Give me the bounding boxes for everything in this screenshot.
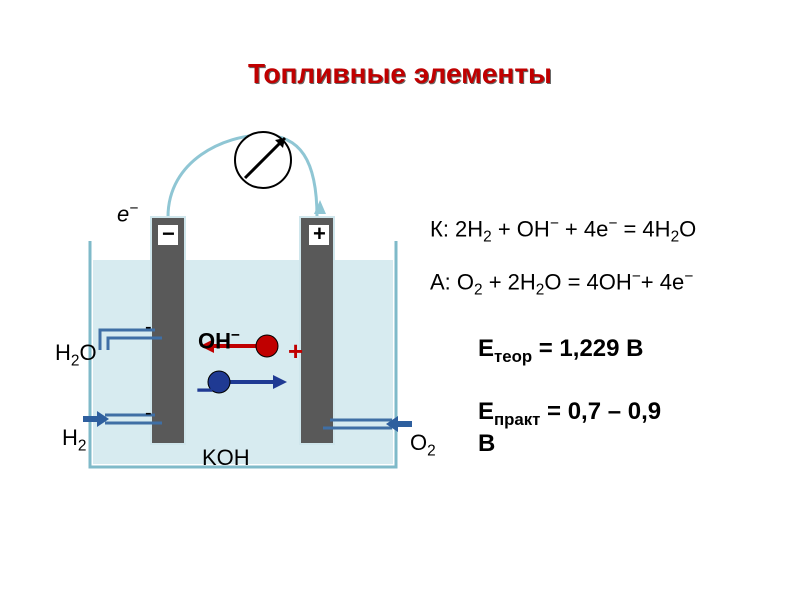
water-out-label: H2O	[55, 340, 97, 370]
electrolyte-liquid	[93, 260, 393, 464]
fuel-cell-diagram: − + + − - -	[0, 0, 800, 600]
electrode-left	[151, 217, 185, 444]
cathode-equation: К: 2H2 + OH− + 4e− = 4H2O	[430, 215, 696, 247]
e-theo-value: = 1,229 В	[532, 335, 643, 362]
electrode-left-sign: −	[162, 221, 175, 246]
e-theoretical: Етеор = 1,229 В	[478, 335, 644, 367]
electron-label: e−	[117, 200, 138, 227]
e-practical-unit: В	[478, 430, 495, 458]
electrolyte-label: KOH	[202, 445, 250, 471]
e-prac-value: = 0,7 – 0,9	[540, 398, 661, 425]
hydrogen-in-label: H2	[62, 425, 86, 455]
port-mark-2: -	[145, 402, 152, 424]
cation-icon	[256, 335, 278, 357]
cathode-prefix: К:	[430, 216, 455, 241]
cation-sign: +	[288, 336, 303, 366]
port-mark-1: -	[145, 316, 152, 338]
anode-equation: А: O2 + 2H2O = 4OH−+ 4e−	[430, 268, 693, 300]
hydroxide-label: OH−	[198, 327, 240, 354]
anode-prefix: А:	[430, 269, 457, 294]
e-practical: Епракт = 0,7 – 0,9	[478, 398, 661, 430]
oxygen-in-label: O2	[410, 430, 436, 460]
anion-sign: −	[196, 374, 214, 407]
electrode-right-sign: +	[313, 221, 326, 246]
electrode-right	[300, 217, 334, 444]
